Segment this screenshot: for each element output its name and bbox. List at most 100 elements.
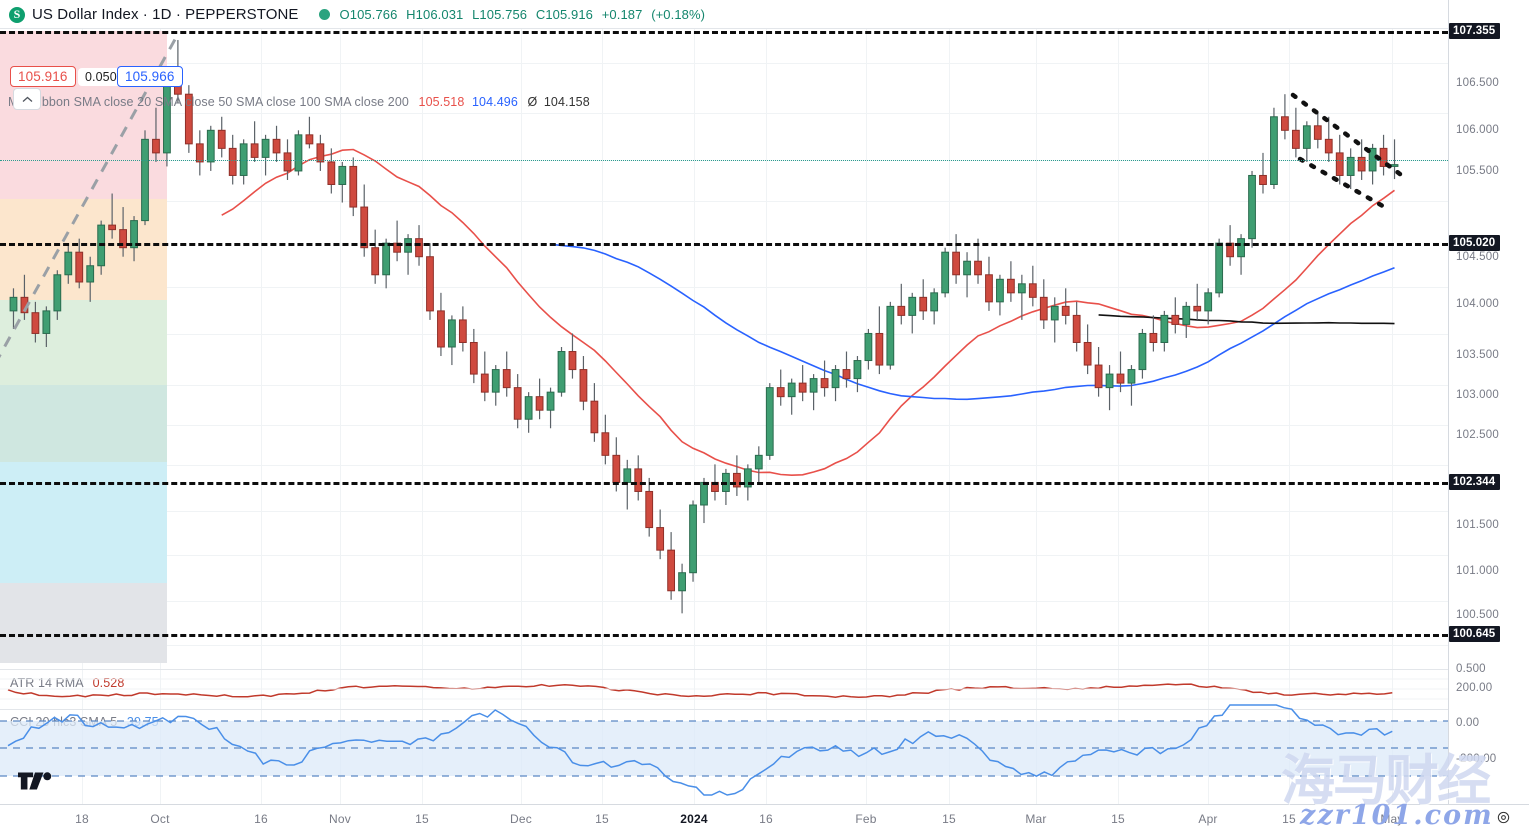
candle bbox=[820, 360, 829, 397]
candle bbox=[1270, 107, 1278, 189]
ma-ribbon-val-avg: 104.158 bbox=[543, 95, 590, 109]
candle bbox=[195, 130, 204, 176]
candle bbox=[1335, 134, 1344, 185]
candle bbox=[217, 116, 226, 158]
tradingview-logo-icon[interactable] bbox=[18, 770, 52, 792]
candle bbox=[776, 369, 785, 406]
grid-line-h bbox=[0, 63, 1448, 64]
candle bbox=[250, 121, 259, 162]
symbol-title[interactable]: US Dollar Index · 1D · PEPPERSTONE bbox=[32, 6, 299, 23]
candle bbox=[448, 315, 456, 366]
candle bbox=[119, 207, 127, 257]
time-tick: 15 bbox=[942, 812, 956, 826]
candle bbox=[338, 161, 347, 203]
ohlc-low: L105.756 bbox=[472, 7, 528, 22]
time-tick: 2024 bbox=[680, 812, 708, 826]
candle bbox=[1105, 365, 1114, 411]
candle bbox=[316, 134, 325, 171]
candle bbox=[1072, 301, 1081, 352]
wedge-upper-boundary bbox=[1290, 92, 1407, 180]
time-tick: 18 bbox=[75, 812, 89, 826]
cci-pane-divider bbox=[0, 709, 1529, 710]
grid-line-v bbox=[1392, 29, 1393, 804]
candle bbox=[20, 274, 29, 320]
candle bbox=[557, 347, 566, 397]
time-axis[interactable]: 18 Oct 16 Nov 15 Dec 15 2024 16 Feb 15 Mar 15 Apr 15 Ma… bbox=[0, 804, 1529, 833]
candle bbox=[152, 107, 160, 162]
candle bbox=[9, 288, 18, 329]
price-tick: 104.500 bbox=[1456, 251, 1499, 263]
dashed-price-level[interactable] bbox=[0, 482, 1448, 485]
candle bbox=[469, 328, 478, 384]
ma-ribbon-legend[interactable]: MA Ribbon SMA close 20 SMA close 50 SMA … bbox=[8, 95, 590, 109]
ma-line bbox=[550, 243, 1395, 401]
grid-line-h bbox=[0, 465, 1448, 466]
price-spread-label: 0.050 bbox=[78, 68, 124, 86]
dashed-price-level[interactable] bbox=[0, 634, 1448, 637]
candle bbox=[1215, 238, 1224, 298]
candle bbox=[1083, 324, 1092, 375]
wedge-lower-boundary bbox=[1297, 156, 1391, 212]
ohlc-open: O105.766 bbox=[339, 7, 398, 22]
candle bbox=[908, 292, 917, 334]
time-tick: 15 bbox=[595, 812, 609, 826]
time-tick: Mar bbox=[1025, 812, 1047, 826]
price-axis[interactable]: USD 107.000106.500106.000105.500104.5001… bbox=[1448, 0, 1529, 805]
grid-line-v bbox=[1036, 29, 1037, 804]
time-tick: Nov bbox=[329, 812, 351, 826]
candle bbox=[864, 328, 873, 370]
candle bbox=[426, 243, 434, 320]
ma-ribbon-val-blue: 104.496 bbox=[472, 95, 518, 109]
ma-ribbon-name: MA Ribbon SMA close 20 SMA close 50 SMA … bbox=[8, 95, 409, 109]
candle bbox=[42, 306, 51, 347]
candle bbox=[1039, 279, 1048, 329]
symbol-logo-icon: S bbox=[9, 6, 25, 23]
candle bbox=[108, 193, 117, 239]
price-tick: 101.500 bbox=[1456, 519, 1499, 531]
candle bbox=[996, 274, 1004, 316]
candle bbox=[31, 301, 40, 343]
dashed-price-level[interactable] bbox=[0, 243, 1448, 246]
subpane-tick: 0.00 bbox=[1456, 717, 1480, 729]
candle bbox=[809, 374, 818, 411]
time-tick: May bbox=[1380, 812, 1404, 826]
chevron-up-icon bbox=[22, 96, 32, 102]
gear-icon[interactable] bbox=[1496, 810, 1511, 825]
candle bbox=[393, 220, 402, 262]
collapse-pane-button[interactable] bbox=[13, 88, 41, 110]
average-symbol-icon: Ø bbox=[527, 95, 538, 109]
grid-line-v bbox=[602, 29, 603, 804]
chart-plot-area[interactable]: 105.916 0.050 105.966 MA Ribbon SMA clos… bbox=[0, 29, 1448, 804]
candle bbox=[941, 247, 950, 298]
time-tick: 15 bbox=[1282, 812, 1296, 826]
price-low-pill[interactable]: 105.916 bbox=[10, 66, 76, 87]
dashed-price-level[interactable] bbox=[0, 31, 1448, 34]
grid-line-h bbox=[0, 201, 1448, 202]
chart-header: S US Dollar Index · 1D · PEPPERSTONE O10… bbox=[0, 0, 1529, 29]
price-tag: 102.344 bbox=[1449, 474, 1501, 490]
candle bbox=[689, 500, 697, 582]
grid-line-h bbox=[0, 385, 1448, 386]
subpane-tick: 0.500 bbox=[1456, 663, 1486, 675]
candle bbox=[722, 468, 730, 505]
candle bbox=[163, 76, 171, 167]
candle bbox=[535, 378, 544, 420]
ohlc-high: H106.031 bbox=[406, 7, 464, 22]
grid-line-h bbox=[0, 334, 1448, 335]
price-high-pill[interactable]: 105.966 bbox=[117, 66, 183, 87]
candle bbox=[228, 134, 237, 185]
candle bbox=[601, 414, 610, 465]
candle bbox=[831, 365, 840, 402]
candle bbox=[294, 130, 303, 176]
rising-trendline bbox=[0, 33, 180, 359]
candle bbox=[1193, 283, 1202, 320]
candle bbox=[1281, 94, 1289, 140]
candle bbox=[974, 238, 982, 284]
zone-gray bbox=[0, 583, 167, 663]
candle bbox=[53, 270, 62, 320]
price-tick: 103.000 bbox=[1456, 389, 1499, 401]
candle bbox=[371, 229, 380, 284]
header-divider bbox=[0, 28, 1448, 29]
grid-line-v bbox=[866, 29, 867, 804]
grid-line-h bbox=[0, 425, 1448, 426]
